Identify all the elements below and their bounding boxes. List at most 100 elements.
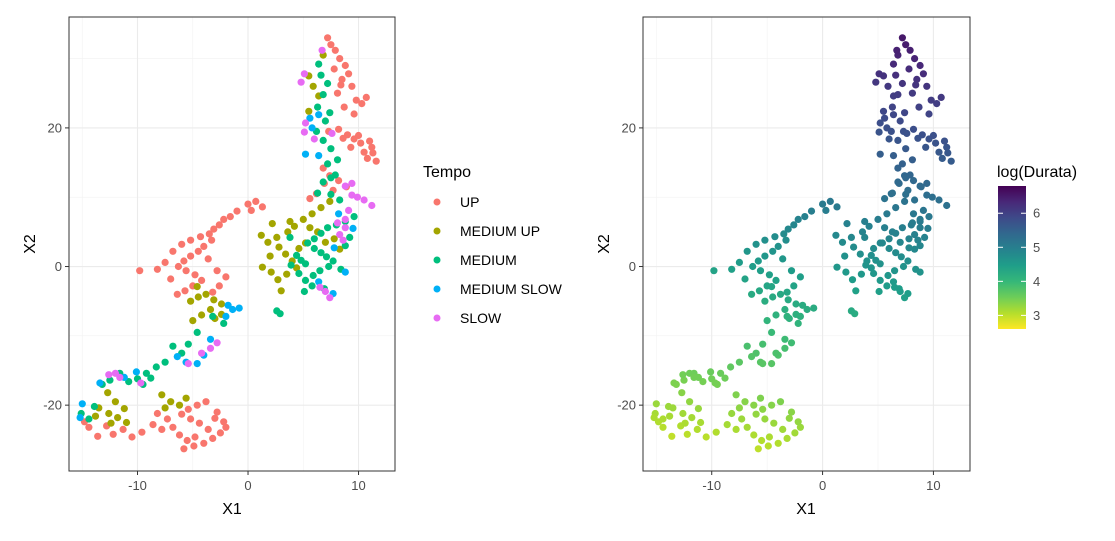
point-up xyxy=(167,275,175,283)
point-medium xyxy=(301,276,310,284)
point-medium xyxy=(327,145,335,153)
point-medium-up xyxy=(264,238,272,246)
point-medium xyxy=(315,60,323,68)
point-duration xyxy=(875,128,883,136)
point-up xyxy=(198,276,206,284)
point-duration xyxy=(690,373,698,381)
point-duration xyxy=(650,414,658,422)
right-x-axis-ticks: -10 0 10 xyxy=(702,471,941,493)
point-medium-up xyxy=(182,394,190,402)
point-medium-slow xyxy=(308,124,316,132)
point-medium-up xyxy=(290,222,298,230)
point-slow xyxy=(360,196,368,204)
point-duration xyxy=(943,143,951,151)
point-medium-up xyxy=(122,418,131,427)
point-up xyxy=(180,257,188,265)
point-up xyxy=(210,225,218,233)
point-up xyxy=(324,34,332,42)
point-duration xyxy=(884,82,892,90)
point-duration xyxy=(764,442,772,450)
point-medium-up xyxy=(268,220,276,228)
point-duration xyxy=(659,415,667,423)
point-duration xyxy=(752,240,760,248)
point-medium xyxy=(85,415,93,423)
point-duration xyxy=(822,206,830,214)
point-medium-up xyxy=(326,197,334,205)
point-up xyxy=(109,430,117,438)
point-duration xyxy=(769,247,777,255)
point-duration xyxy=(743,423,751,431)
point-duration xyxy=(928,193,936,201)
point-duration xyxy=(892,71,900,79)
point-up xyxy=(366,137,374,145)
point-slow xyxy=(184,360,192,368)
point-duration xyxy=(784,225,792,233)
point-duration xyxy=(899,262,908,271)
point-duration xyxy=(914,134,922,142)
point-medium-up xyxy=(293,264,301,272)
point-up xyxy=(306,195,314,203)
point-duration xyxy=(796,423,805,431)
point-duration xyxy=(768,401,776,409)
point-duration xyxy=(894,164,902,172)
point-medium xyxy=(324,79,332,88)
point-duration xyxy=(754,257,762,265)
point-duration xyxy=(872,256,880,264)
point-duration xyxy=(885,235,893,243)
point-medium-up xyxy=(277,287,285,295)
point-duration xyxy=(750,431,758,439)
point-duration xyxy=(697,418,705,427)
point-duration xyxy=(772,276,780,284)
point-slow xyxy=(336,231,344,239)
right-y-axis-title: X2 xyxy=(596,234,613,254)
point-medium xyxy=(152,363,160,371)
point-up xyxy=(200,242,208,250)
point-medium xyxy=(316,267,324,275)
point-duration xyxy=(889,60,898,68)
point-slow xyxy=(321,287,329,296)
point-duration xyxy=(759,360,767,368)
point-up xyxy=(187,236,195,244)
right-y-axis-ticks: -20 0 20 xyxy=(617,120,643,413)
right-x-tick-label: 0 xyxy=(819,478,826,493)
point-duration xyxy=(842,268,850,276)
point-duration xyxy=(694,405,703,413)
point-duration xyxy=(807,207,816,215)
point-duration xyxy=(803,305,811,314)
point-duration xyxy=(898,160,907,168)
point-duration xyxy=(668,432,676,440)
point-duration xyxy=(759,340,767,348)
point-medium xyxy=(317,249,325,257)
point-duration xyxy=(905,244,913,252)
point-medium-slow xyxy=(193,360,201,368)
point-duration xyxy=(772,349,780,357)
point-duration xyxy=(947,157,955,165)
point-slow xyxy=(301,119,310,127)
point-duration xyxy=(790,282,798,290)
point-up xyxy=(187,252,195,260)
point-medium-up xyxy=(308,210,316,218)
point-medium xyxy=(327,190,335,198)
point-medium xyxy=(341,242,349,250)
point-medium xyxy=(304,239,312,247)
point-medium xyxy=(336,196,344,204)
point-duration xyxy=(894,136,902,144)
point-medium xyxy=(209,312,217,320)
point-medium xyxy=(322,253,331,261)
point-duration xyxy=(862,261,870,269)
point-medium xyxy=(321,117,329,125)
point-duration xyxy=(686,398,694,406)
point-duration xyxy=(904,257,912,265)
point-duration xyxy=(927,96,935,104)
point-duration xyxy=(774,242,782,250)
point-duration xyxy=(783,434,791,442)
point-duration xyxy=(652,400,660,408)
point-duration xyxy=(769,293,777,301)
point-slow xyxy=(206,344,215,352)
point-duration xyxy=(727,363,735,371)
point-medium-slow xyxy=(173,353,181,361)
point-up xyxy=(336,55,344,63)
point-up xyxy=(163,415,171,423)
point-duration xyxy=(772,311,780,319)
